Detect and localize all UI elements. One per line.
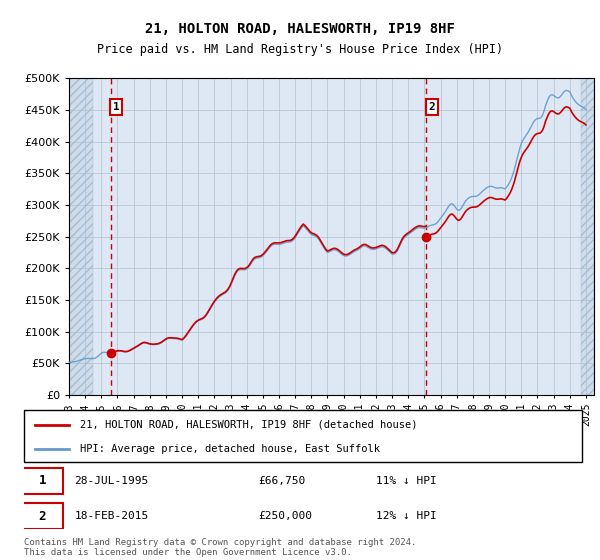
Text: 28-JUL-1995: 28-JUL-1995 xyxy=(74,476,148,486)
FancyBboxPatch shape xyxy=(21,468,63,494)
Text: £250,000: £250,000 xyxy=(259,511,313,521)
Text: 1: 1 xyxy=(113,102,119,112)
Text: 11% ↓ HPI: 11% ↓ HPI xyxy=(376,476,436,486)
Text: 2: 2 xyxy=(429,102,436,112)
Text: Price paid vs. HM Land Registry's House Price Index (HPI): Price paid vs. HM Land Registry's House … xyxy=(97,43,503,56)
Text: 21, HOLTON ROAD, HALESWORTH, IP19 8HF: 21, HOLTON ROAD, HALESWORTH, IP19 8HF xyxy=(145,22,455,36)
Text: 1: 1 xyxy=(38,474,46,487)
Text: 18-FEB-2015: 18-FEB-2015 xyxy=(74,511,148,521)
Text: HPI: Average price, detached house, East Suffolk: HPI: Average price, detached house, East… xyxy=(80,444,380,454)
FancyBboxPatch shape xyxy=(21,503,63,529)
FancyBboxPatch shape xyxy=(24,410,582,462)
Text: 2: 2 xyxy=(38,510,46,523)
Text: Contains HM Land Registry data © Crown copyright and database right 2024.
This d: Contains HM Land Registry data © Crown c… xyxy=(24,538,416,557)
Text: 12% ↓ HPI: 12% ↓ HPI xyxy=(376,511,436,521)
Text: 21, HOLTON ROAD, HALESWORTH, IP19 8HF (detached house): 21, HOLTON ROAD, HALESWORTH, IP19 8HF (d… xyxy=(80,420,418,430)
Text: £66,750: £66,750 xyxy=(259,476,305,486)
